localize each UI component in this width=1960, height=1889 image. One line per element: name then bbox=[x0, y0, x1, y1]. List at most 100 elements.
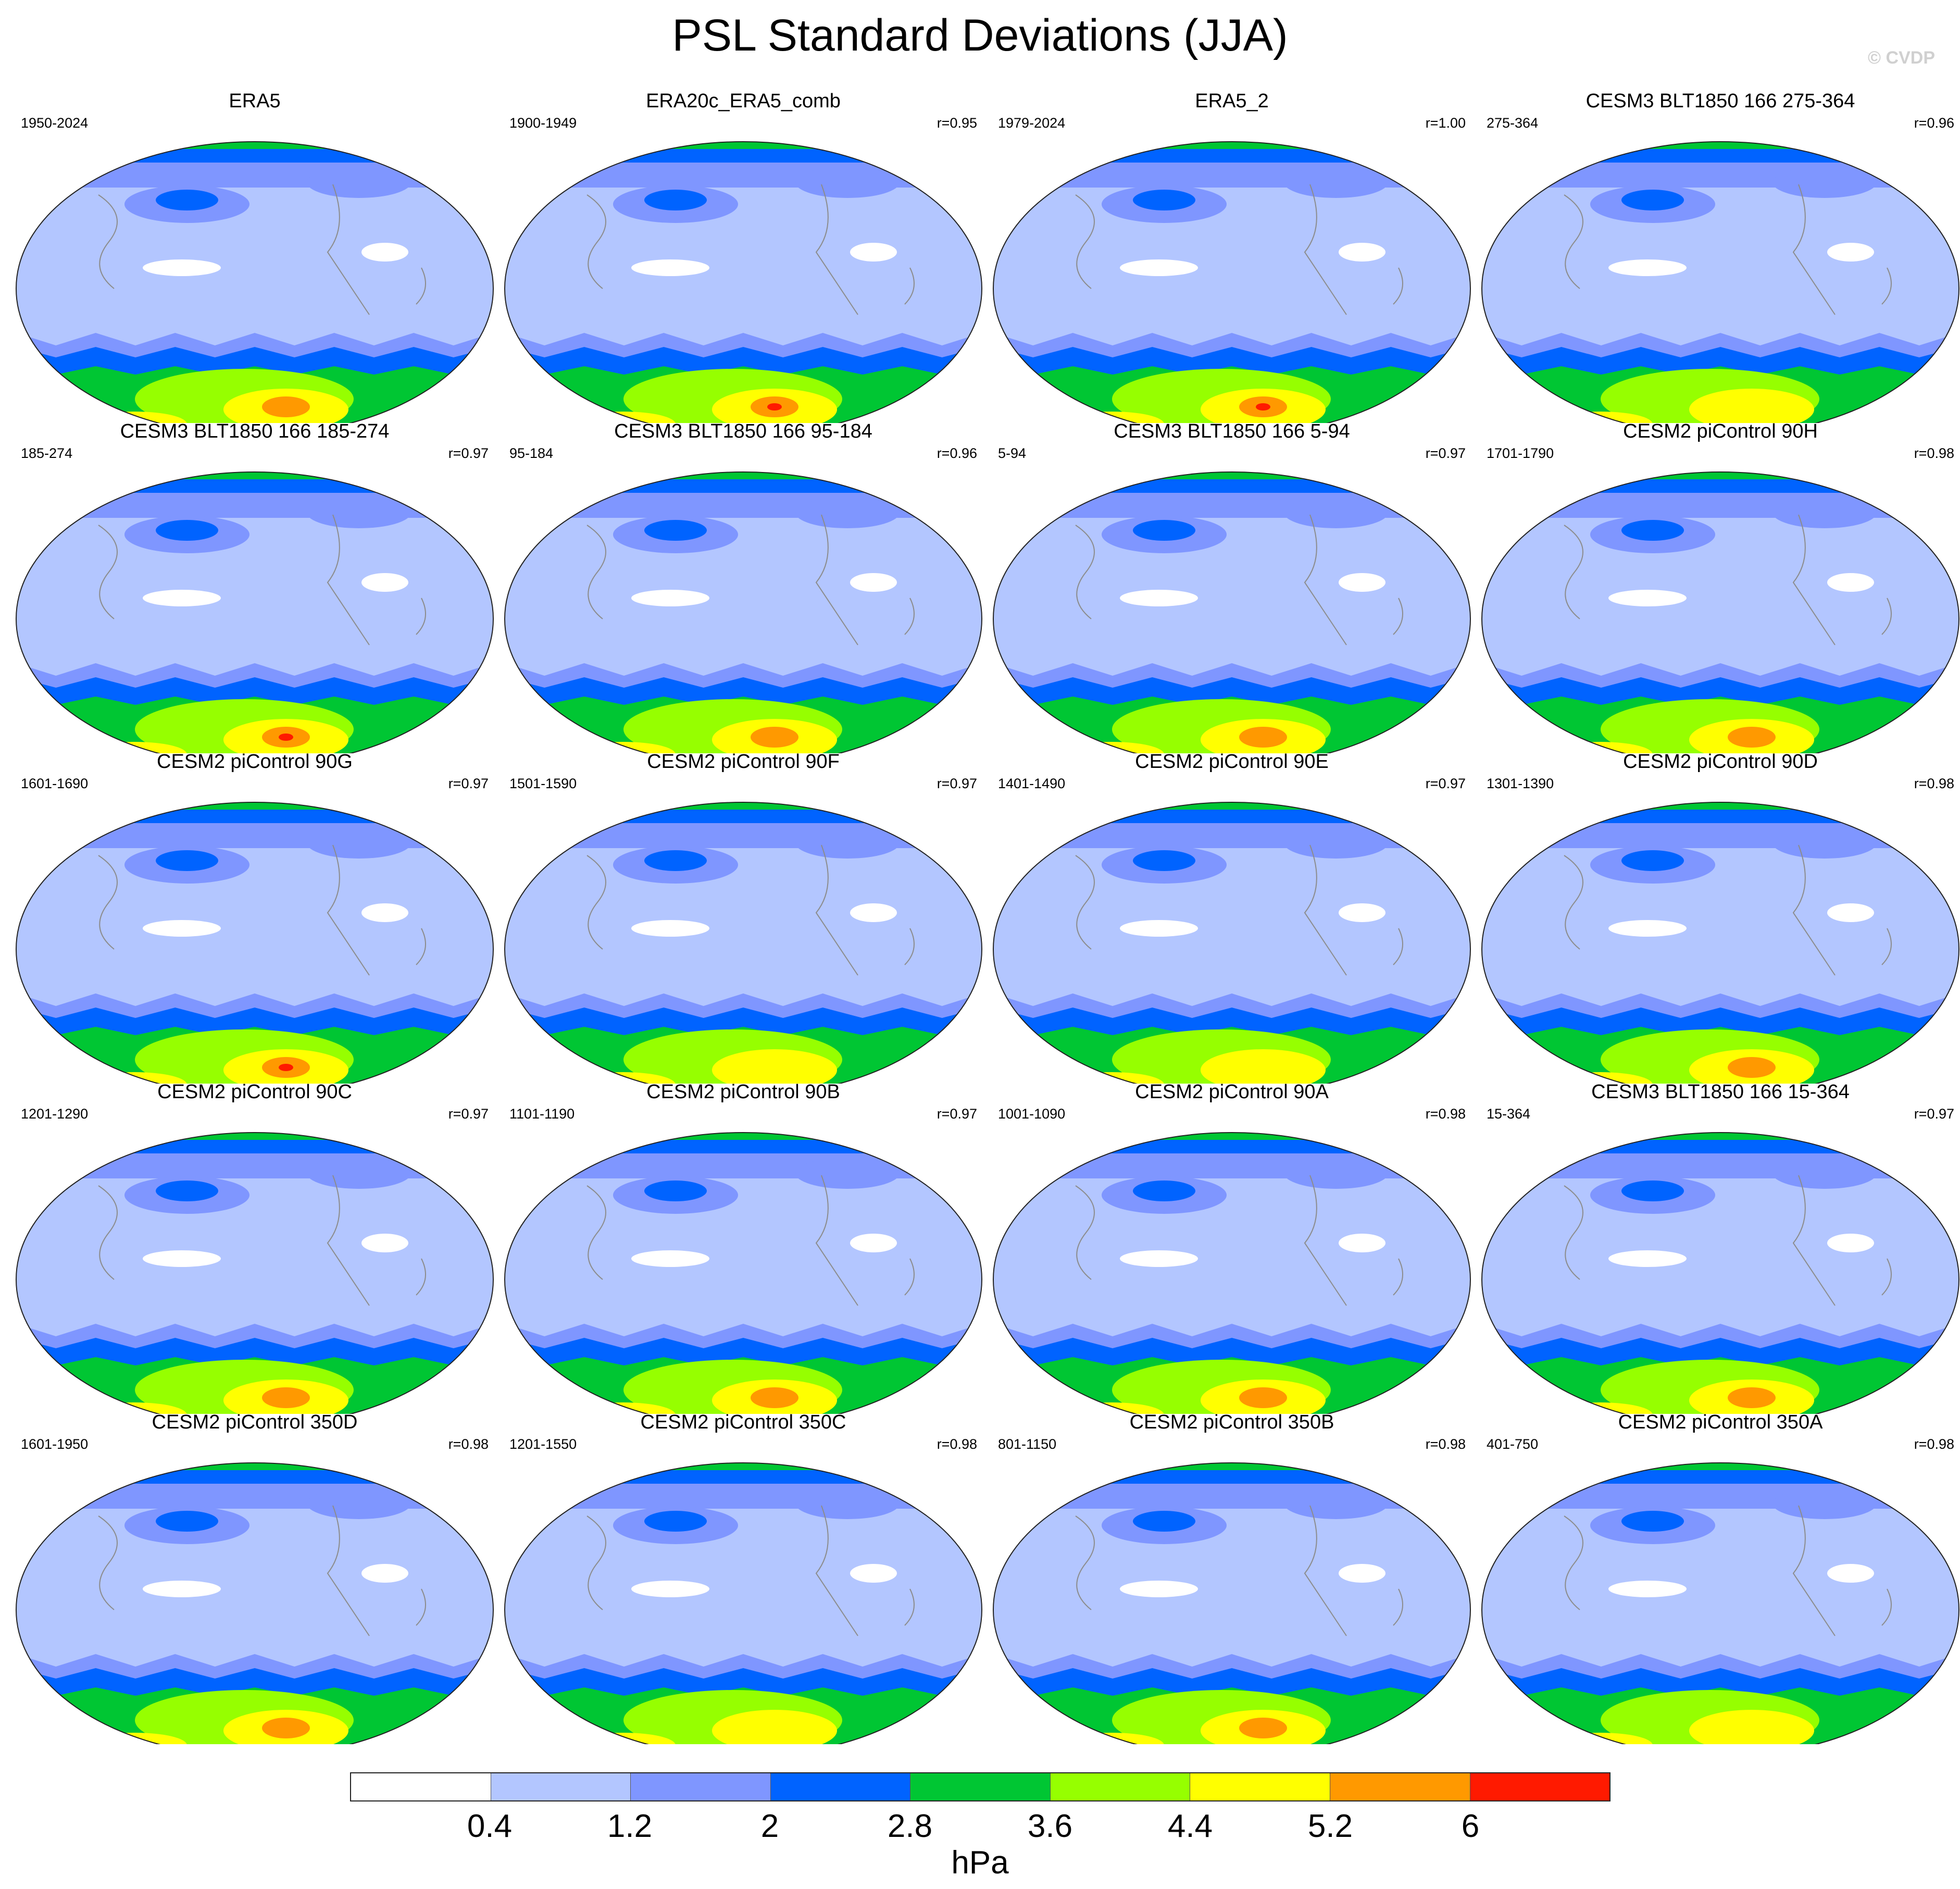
copyright-label: © CVDP bbox=[1868, 48, 1935, 68]
panel-title: CESM2 piControl 350A bbox=[1618, 1411, 1823, 1433]
contour-band bbox=[1482, 142, 1959, 149]
map-projection bbox=[1481, 802, 1959, 1084]
coastline bbox=[586, 184, 915, 315]
map-panel: CESM2 piControl 90F 1501-1590 r=0.97 bbox=[499, 750, 988, 1084]
map-panel: CESM3 BLT1850 166 185-274 185-274 r=0.97 bbox=[10, 420, 499, 753]
panel-title: CESM2 piControl 90A bbox=[1135, 1081, 1329, 1103]
map-projection bbox=[16, 802, 494, 1084]
contour-band bbox=[1482, 1133, 1959, 1140]
contour-band bbox=[505, 142, 982, 149]
panel-title: CESM2 piControl 90F bbox=[647, 751, 840, 773]
panel-pattern-correlation: r=0.98 bbox=[1914, 776, 1954, 791]
colorbar-tick-label: 0.4 bbox=[467, 1808, 513, 1844]
map-panel: CESM2 piControl 90B 1101-1190 r=0.97 bbox=[499, 1080, 988, 1414]
contour-band bbox=[505, 1133, 982, 1140]
panel-year-range: 801-1150 bbox=[998, 1436, 1057, 1452]
panel-year-range: 401-750 bbox=[1487, 1436, 1539, 1452]
panel-pattern-correlation: r=0.97 bbox=[1425, 445, 1466, 461]
coastline bbox=[1075, 1175, 1403, 1306]
coastline bbox=[98, 514, 426, 645]
contour-band bbox=[993, 472, 1470, 479]
panel-title: CESM2 piControl 90B bbox=[646, 1081, 840, 1103]
map-projection bbox=[504, 471, 982, 753]
panel-pattern-correlation: r=0.97 bbox=[1425, 776, 1466, 791]
map-panel: CESM2 piControl 350A 401-750 r=0.98 bbox=[1476, 1411, 1960, 1744]
panel-pattern-correlation: r=0.98 bbox=[1425, 1106, 1466, 1122]
colorbar-segment bbox=[1050, 1773, 1191, 1800]
panel-year-range: 1201-1290 bbox=[21, 1106, 89, 1122]
map-outline bbox=[1481, 141, 1959, 423]
map-projection bbox=[993, 1132, 1471, 1414]
colorbar-segment bbox=[491, 1773, 631, 1800]
coastline bbox=[586, 1175, 915, 1306]
panel-year-range: 1979-2024 bbox=[998, 115, 1066, 131]
map-panel: ERA5 1950-2024 bbox=[10, 90, 499, 423]
contour-band bbox=[505, 472, 982, 479]
coastline bbox=[1075, 514, 1403, 645]
panel-pattern-correlation: r=0.95 bbox=[937, 115, 977, 131]
map-projection bbox=[16, 141, 494, 423]
contour-band bbox=[993, 802, 1470, 810]
map-outline bbox=[993, 802, 1471, 1084]
contour-band bbox=[16, 1463, 493, 1470]
panel-pattern-correlation: r=0.98 bbox=[448, 1436, 489, 1452]
panel-title: CESM3 BLT1850 166 95-184 bbox=[614, 420, 872, 442]
map-projection bbox=[993, 471, 1471, 753]
map-panel: CESM2 piControl 90C 1201-1290 r=0.97 bbox=[10, 1080, 499, 1414]
map-projection bbox=[1481, 1462, 1959, 1744]
colorbar-tick-label: 5.2 bbox=[1307, 1808, 1353, 1844]
panel-year-range: 1201-1550 bbox=[509, 1436, 577, 1452]
coastline bbox=[98, 1505, 426, 1636]
colorbar-tick-label: 1.2 bbox=[607, 1808, 653, 1844]
map-projection bbox=[1481, 1132, 1959, 1414]
map-panel: CESM2 piControl 90G 1601-1690 r=0.97 bbox=[10, 750, 499, 1084]
map-projection bbox=[1481, 471, 1959, 753]
map-outline bbox=[504, 471, 982, 753]
panel-title: CESM2 piControl 90D bbox=[1623, 751, 1818, 773]
contour-band bbox=[505, 1463, 982, 1470]
map-panel: CESM3 BLT1850 166 5-94 5-94 r=0.97 bbox=[988, 420, 1476, 753]
coastline bbox=[1564, 184, 1892, 315]
map-outline bbox=[16, 471, 494, 753]
contour-band bbox=[993, 1463, 1470, 1470]
panel-title: CESM3 BLT1850 166 275-364 bbox=[1586, 90, 1855, 112]
panel-year-range: 1401-1490 bbox=[998, 776, 1066, 791]
contour-band bbox=[16, 142, 493, 149]
map-panel: CESM3 BLT1850 166 15-364 15-364 r=0.97 bbox=[1476, 1080, 1960, 1414]
contour-band bbox=[16, 1133, 493, 1140]
panel-year-range: 185-274 bbox=[21, 445, 73, 461]
colorbar-segment bbox=[1190, 1773, 1330, 1800]
colorbar-segment bbox=[910, 1773, 1051, 1800]
panel-year-range: 1501-1590 bbox=[509, 776, 577, 791]
panel-pattern-correlation: r=0.98 bbox=[1914, 1436, 1954, 1452]
panel-title: CESM2 piControl 90E bbox=[1135, 751, 1329, 773]
panel-pattern-correlation: r=0.96 bbox=[937, 445, 977, 461]
panel-title: CESM2 piControl 350C bbox=[640, 1411, 846, 1433]
map-projection bbox=[993, 802, 1471, 1084]
panel-title: CESM2 piControl 90C bbox=[157, 1081, 352, 1103]
coastline bbox=[1564, 1175, 1892, 1306]
panel-pattern-correlation: r=0.98 bbox=[1914, 445, 1954, 461]
panel-title: ERA5 bbox=[229, 90, 281, 112]
map-panel: CESM2 piControl 350B 801-1150 r=0.98 bbox=[988, 1411, 1476, 1744]
map-panel: CESM2 piControl 90E 1401-1490 r=0.97 bbox=[988, 750, 1476, 1084]
panel-year-range: 1001-1090 bbox=[998, 1106, 1066, 1122]
contour-band bbox=[1482, 802, 1959, 810]
map-panel: CESM2 piControl 350C 1201-1550 r=0.98 bbox=[499, 1411, 988, 1744]
coastline bbox=[98, 844, 426, 976]
map-outline bbox=[504, 1462, 982, 1744]
map-outline bbox=[16, 1132, 494, 1414]
colorbar-units: hPa bbox=[951, 1845, 1009, 1881]
colorbar-tick-label: 6 bbox=[1461, 1808, 1480, 1844]
colorbar-tick-label: 4.4 bbox=[1167, 1808, 1213, 1844]
panel-title: ERA5_2 bbox=[1195, 90, 1269, 112]
panel-year-range: 1301-1390 bbox=[1487, 776, 1554, 791]
panel-pattern-correlation: r=0.97 bbox=[448, 1106, 489, 1122]
map-outline bbox=[1481, 471, 1959, 753]
coastline bbox=[98, 184, 426, 315]
contour-band bbox=[993, 1133, 1470, 1140]
panel-pattern-correlation: r=0.97 bbox=[448, 445, 489, 461]
map-projection bbox=[504, 141, 982, 423]
coastline bbox=[1075, 844, 1403, 976]
map-outline bbox=[16, 802, 494, 1084]
